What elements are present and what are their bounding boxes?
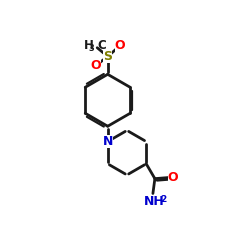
Text: 3: 3 — [88, 44, 94, 52]
Text: O: O — [168, 171, 178, 184]
Text: 2: 2 — [160, 196, 166, 204]
Text: O: O — [115, 39, 125, 52]
Text: N: N — [102, 135, 113, 148]
Text: N: N — [102, 135, 113, 148]
Text: H: H — [84, 39, 94, 52]
Text: S: S — [103, 50, 112, 63]
Text: NH: NH — [144, 196, 165, 208]
Text: C: C — [98, 39, 106, 52]
Text: O: O — [90, 60, 101, 72]
